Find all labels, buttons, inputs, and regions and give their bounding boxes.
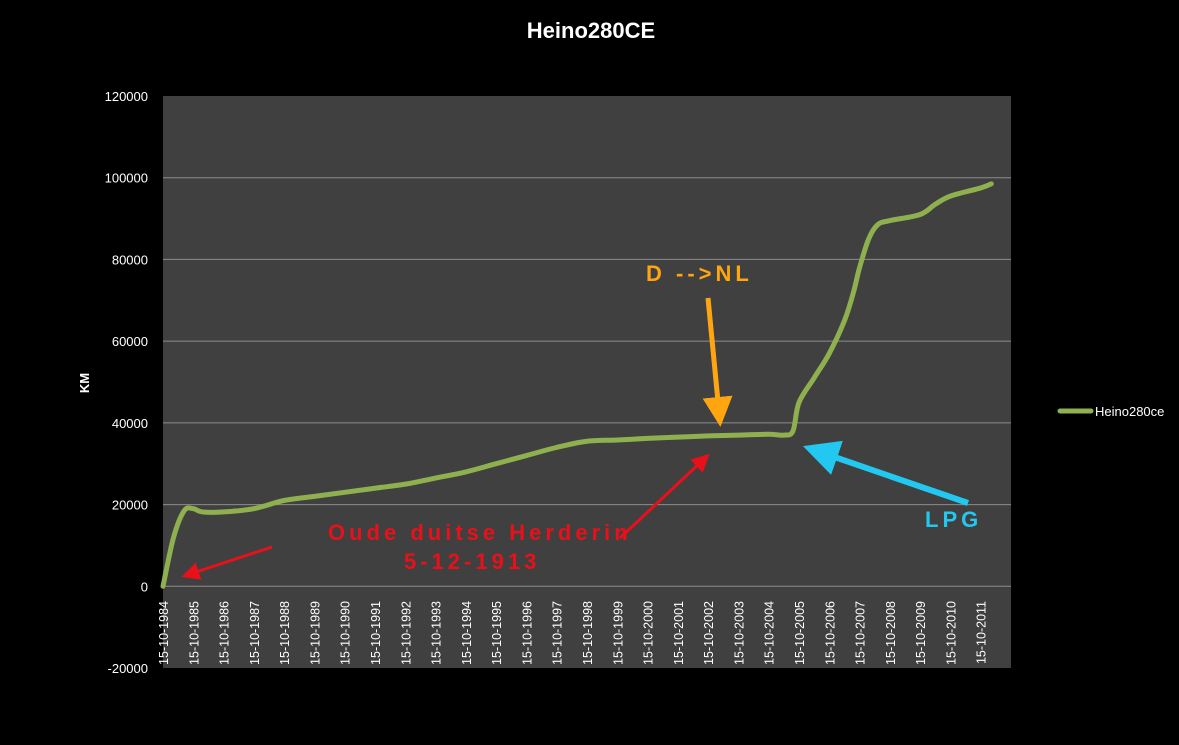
y-tick-label: 60000: [112, 334, 148, 349]
x-tick-label: 15-10-1993: [430, 601, 444, 665]
x-tick-label: 15-10-1991: [369, 601, 383, 665]
x-tick-label: 15-10-1986: [218, 601, 232, 665]
x-tick-label: 15-10-2010: [944, 601, 958, 665]
y-tick-label: 100000: [105, 171, 148, 186]
x-tick-label: 15-10-1985: [187, 601, 201, 665]
x-tick-label: 15-10-1984: [157, 601, 171, 665]
y-tick-label: 40000: [112, 416, 148, 431]
x-tick-label: 15-10-2009: [914, 601, 928, 665]
x-tick-label: 15-10-1992: [399, 601, 413, 665]
y-tick-label: 0: [141, 579, 148, 594]
x-tick-label: 15-10-1998: [581, 601, 595, 665]
chart-title: Heino280CE: [527, 18, 655, 43]
x-tick-label: 15-10-2003: [732, 601, 746, 665]
x-tick-label: 15-10-1989: [308, 601, 322, 665]
annotation-arrow-herderin-left: [181, 545, 273, 580]
x-tick-label: 15-10-1996: [520, 601, 534, 665]
x-tick-label: 15-10-1994: [460, 601, 474, 665]
x-tick-label: 15-10-1988: [278, 601, 292, 665]
x-tick-label: 15-10-1990: [339, 601, 353, 665]
plot-area: [163, 96, 1011, 668]
series-line-heino280ce: [160, 181, 994, 589]
y-axis-label: KM: [77, 373, 92, 393]
x-tick-label: 15-10-1997: [551, 601, 565, 665]
y-tick-label: 20000: [112, 498, 148, 513]
y-tick-label: -20000: [108, 661, 148, 676]
x-tick-label: 15-10-1995: [490, 601, 504, 665]
annotation-arrow-herderin-right: [618, 453, 710, 540]
x-tick-label: 15-10-1987: [248, 601, 262, 665]
x-tick-labels: 15-10-1984 15-10-1985 15-10-1986 15-10-1987…: [157, 601, 989, 665]
x-tick-label: 15-10-2011: [975, 601, 989, 664]
annotation-arrow-lpg: [802, 440, 969, 506]
annotation-d-nl: D -->NL: [646, 261, 753, 286]
x-tick-label: 15-10-2002: [702, 601, 716, 665]
x-tick-label: 15-10-1999: [611, 601, 625, 665]
y-tick-label: 120000: [105, 89, 148, 104]
x-tick-label: 15-10-2008: [884, 601, 898, 665]
x-tick-label: 15-10-2007: [854, 601, 868, 665]
x-tick-label: 15-10-2001: [672, 601, 686, 665]
legend-label: Heino280ce: [1095, 404, 1164, 419]
y-tick-label: 80000: [112, 252, 148, 267]
annotation-herderin-line2: 5-12-1913: [404, 549, 540, 574]
annotation-lpg: LPG: [925, 507, 982, 532]
x-tick-label: 15-10-2006: [823, 601, 837, 665]
y-tick-labels: -20000 0 20000 40000 60000 80000 100000 120000: [105, 89, 148, 676]
x-tick-label: 15-10-2005: [793, 601, 807, 665]
legend: Heino280ce: [1057, 404, 1164, 419]
x-tick-label: 15-10-2000: [642, 601, 656, 665]
x-tick-label: 15-10-2004: [763, 601, 777, 665]
annotation-arrow-d-nl: [702, 297, 733, 427]
gridlines: [163, 177, 1011, 587]
annotation-herderin-line1: Oude duitse Herderin: [328, 520, 632, 545]
